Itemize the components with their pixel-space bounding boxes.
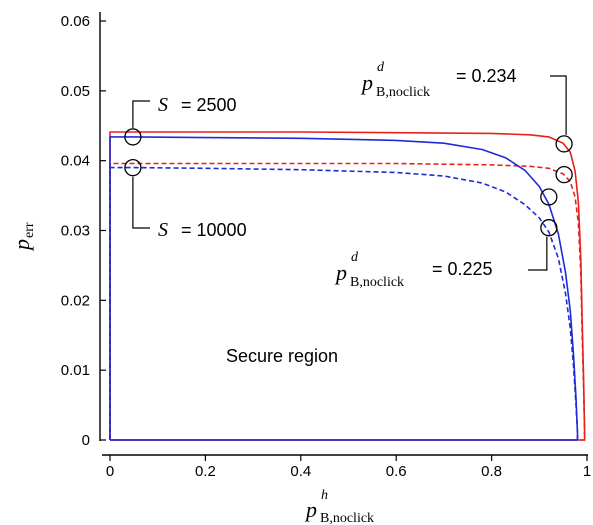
- annotation-s2500: S = 2500: [158, 94, 237, 116]
- axes: 0 0.01 0.02 0.03 0.04 0.05 0.06 0 0.2 0.4 0.6 0.8 1: [61, 12, 591, 480]
- annotation-leader: [528, 236, 548, 271]
- svg-text:h: h: [321, 488, 328, 503]
- svg-text:B,noclick: B,noclick: [320, 511, 374, 525]
- series-line-1: [109, 131, 586, 441]
- annotation-bottom-right: p d B,noclick = 0.225: [334, 250, 493, 290]
- x-tick-label: 0.2: [195, 463, 216, 480]
- marker-circle: [555, 165, 573, 184]
- y-tick-label: 0.02: [61, 292, 90, 309]
- y-tick-label: 0.06: [61, 13, 90, 30]
- svg-text:p: p: [304, 497, 317, 522]
- svg-text:perr: perr: [9, 222, 37, 252]
- x-tick-label: 0.8: [481, 463, 502, 480]
- svg-text:p: p: [334, 260, 347, 285]
- marker-circle: [124, 158, 142, 177]
- series-line-4: [109, 166, 579, 441]
- annotation-leader: [550, 75, 567, 135]
- y-tick-label: 0.05: [61, 83, 90, 100]
- svg-text:= 0.234: = 0.234: [456, 66, 517, 86]
- svg-text:d: d: [351, 250, 359, 265]
- x-tick-label: 0: [106, 463, 114, 480]
- svg-text:B,noclick: B,noclick: [376, 85, 430, 100]
- series-layer: [109, 131, 586, 441]
- marker-circle: [124, 128, 142, 146]
- marker-circle: [555, 135, 573, 153]
- x-tick-label: 0.4: [290, 463, 311, 480]
- x-axis-label: p h B,noclick: [304, 488, 374, 525]
- y-axis-label: perr: [9, 222, 37, 252]
- marker-circle: [540, 188, 558, 206]
- y-tick-label: 0.01: [61, 362, 90, 379]
- markers: [124, 128, 573, 237]
- annotation-leaders: [132, 75, 567, 271]
- annotation-leader: [132, 100, 150, 128]
- svg-text:= 0.225: = 0.225: [432, 259, 493, 279]
- annotation-top-right: p d B,noclick = 0.234: [360, 60, 517, 100]
- annotation-leader: [132, 176, 150, 229]
- series-line-2: [109, 162, 586, 441]
- y-tick-label: 0.03: [61, 223, 90, 240]
- svg-text:B,noclick: B,noclick: [350, 275, 404, 290]
- svg-text:d: d: [377, 60, 385, 75]
- y-tick-label: 0: [82, 432, 90, 449]
- annotation-secure-region: Secure region: [226, 346, 338, 366]
- annotation-s10000: S = 10000: [158, 219, 247, 241]
- y-tick-label: 0.04: [61, 153, 90, 170]
- marker-circle: [540, 219, 558, 237]
- x-tick-label: 1: [583, 463, 591, 480]
- series-line-3: [109, 136, 579, 441]
- svg-text:p: p: [360, 70, 373, 95]
- x-tick-label: 0.6: [386, 463, 407, 480]
